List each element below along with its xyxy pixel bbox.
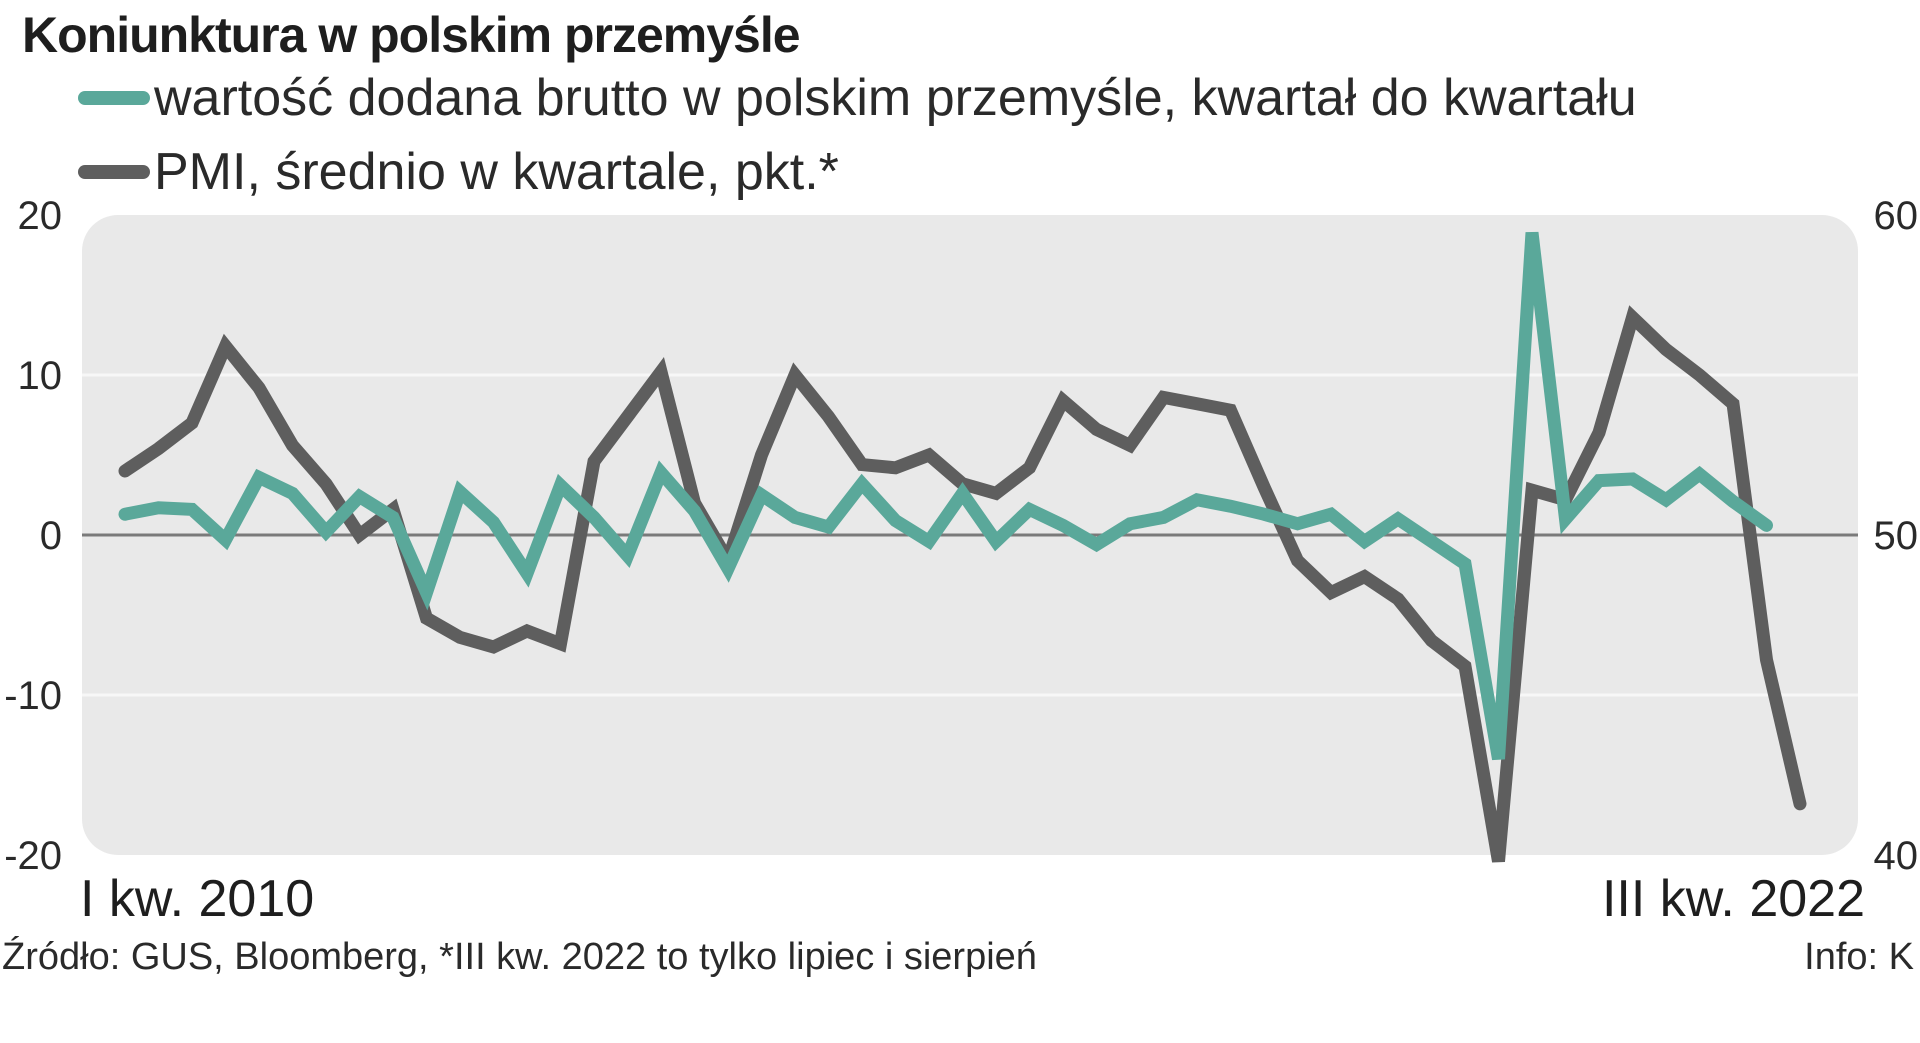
gridlines xyxy=(82,373,1858,697)
right-tick-label: 60 xyxy=(1874,194,1919,238)
legend-item-pmi: PMI, średnio w kwartale, pkt.* xyxy=(78,142,839,202)
legend-swatch-vab xyxy=(78,91,150,105)
left-tick-label: -10 xyxy=(4,674,62,718)
left-tick-label: -20 xyxy=(4,834,62,878)
left-tick-label: 20 xyxy=(18,194,63,238)
left-tick-label: 10 xyxy=(18,354,63,398)
series-lines xyxy=(118,231,1807,863)
right-tick-label: 50 xyxy=(1874,514,1919,558)
x-start-label: I kw. 2010 xyxy=(80,870,314,928)
source-note: Źródło: GUS, Bloomberg, *III kw. 2022 to… xyxy=(2,936,1037,978)
right-axis-ticks: 60 50 40 xyxy=(1874,194,1919,878)
series-line-vab xyxy=(118,231,1773,761)
info-credit: Info: K xyxy=(1804,936,1914,978)
legend-label-pmi: PMI, średnio w kwartale, pkt.* xyxy=(154,143,839,201)
left-axis-ticks: 20 10 0 -10 -20 xyxy=(4,194,62,878)
chart-title: Koniunktura w polskim przemyśle xyxy=(22,7,801,63)
legend-swatch-pmi xyxy=(78,165,150,179)
right-tick-label: 40 xyxy=(1874,834,1919,878)
x-end-label: III kw. 2022 xyxy=(1602,870,1865,928)
legend-label-vab: wartość dodana brutto w polskim przemyśl… xyxy=(154,69,1637,127)
left-tick-label: 0 xyxy=(40,514,62,558)
legend-item-vab: wartość dodana brutto w polskim przemyśl… xyxy=(78,68,1637,128)
